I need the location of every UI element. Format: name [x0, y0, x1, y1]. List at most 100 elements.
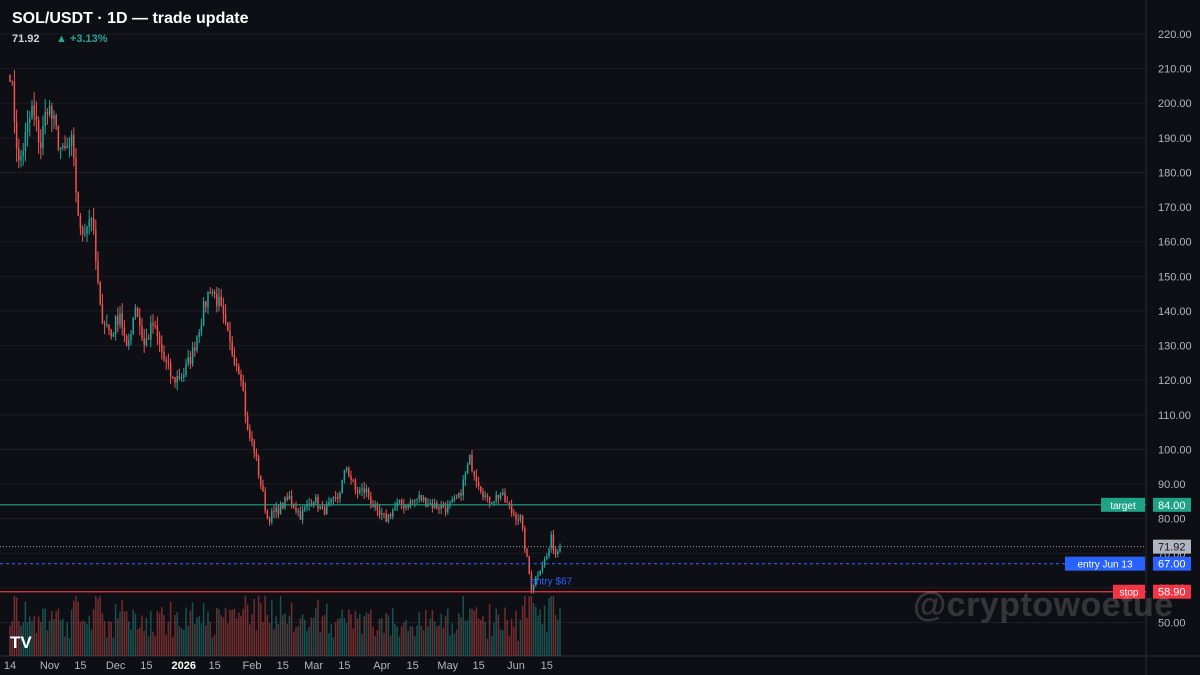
volume-bar	[348, 609, 350, 656]
volume-bar	[418, 612, 420, 656]
volume-bars	[9, 596, 561, 656]
time-axis[interactable]: 14 Nov 15 Dec 15 2026 15 Feb 15 Mar 15 Apr 15 May 15 Ju…	[4, 660, 553, 672]
volume-bar	[326, 603, 328, 656]
time-tick-label: 15	[338, 660, 350, 672]
candle-body	[62, 145, 64, 148]
volume-bar	[211, 637, 214, 656]
volume-bar	[451, 623, 453, 656]
candle-body	[359, 489, 361, 493]
candle-body	[229, 330, 231, 342]
volume-bar	[328, 633, 330, 656]
candle-body	[266, 511, 269, 519]
candle-body	[433, 502, 436, 508]
candle-body	[499, 494, 502, 499]
price-tick-label: 130.00	[1158, 341, 1192, 353]
time-tick-label: Mar	[304, 660, 323, 672]
volume-bar	[235, 618, 238, 656]
volume-bar	[407, 630, 409, 656]
candle-body	[183, 374, 185, 378]
candle-body	[277, 507, 280, 515]
volume-bar	[469, 608, 471, 656]
candle-body	[233, 354, 236, 365]
candle-body	[418, 495, 420, 499]
candle-body	[308, 503, 310, 505]
candle-body	[216, 293, 218, 307]
volume-bar	[73, 600, 75, 656]
volume-bar	[422, 630, 425, 656]
volume-bar	[554, 614, 557, 656]
candle-body	[103, 323, 106, 325]
volume-bar	[279, 596, 282, 656]
candle-body	[403, 505, 405, 509]
volume-bar	[200, 623, 203, 656]
candle-body	[297, 511, 299, 513]
volume-bar	[460, 617, 462, 656]
candle-body	[178, 376, 181, 379]
volume-bar	[114, 604, 117, 656]
volume-bar	[378, 618, 381, 656]
candle-body	[381, 513, 383, 515]
time-tick-label: 15	[541, 660, 553, 672]
candle-body	[169, 363, 172, 377]
candle-body	[147, 338, 150, 340]
volume-bar	[220, 615, 222, 656]
candle-body	[121, 313, 123, 328]
candle-body	[284, 497, 286, 509]
volume-bar	[517, 640, 519, 656]
volume-bar	[519, 619, 522, 656]
time-tick-label: Jun	[507, 660, 525, 672]
volume-bar	[264, 596, 266, 656]
volume-bar	[546, 632, 548, 656]
candle-body	[528, 556, 530, 575]
volume-bar	[482, 616, 484, 656]
candle-body	[249, 428, 251, 439]
volume-bar	[436, 626, 438, 656]
volume-bar	[539, 609, 541, 656]
candle-body	[409, 500, 412, 508]
volume-bar	[57, 608, 60, 656]
time-tick-label: 15	[472, 660, 484, 672]
volume-bar	[394, 623, 396, 656]
candle-body	[68, 145, 71, 147]
candle-body	[220, 296, 222, 306]
candle-body	[253, 441, 255, 453]
candle-body	[372, 503, 374, 508]
candle-body	[194, 347, 196, 351]
volume-bar	[88, 615, 90, 656]
candle-body	[407, 505, 409, 508]
volume-bar	[172, 636, 174, 656]
candle-body	[64, 145, 66, 149]
target-tag-label: target	[1110, 501, 1136, 512]
volume-bar	[343, 618, 346, 656]
volume-bar	[532, 602, 535, 656]
candle-body	[20, 155, 22, 161]
volume-bar	[180, 628, 183, 656]
candle-body	[422, 497, 425, 501]
candle-body	[150, 323, 152, 340]
volume-bar	[552, 596, 555, 656]
candle-body	[187, 357, 189, 364]
candle-body	[119, 313, 121, 325]
volume-bar	[213, 635, 216, 656]
candle-body	[323, 507, 326, 515]
volume-bar	[119, 611, 121, 656]
volume-bar	[541, 623, 544, 656]
candle-body	[444, 508, 447, 513]
candle-body	[33, 105, 35, 116]
volume-bar	[108, 621, 110, 656]
price-tick-label: 80.00	[1158, 514, 1186, 526]
candle-body	[218, 296, 220, 307]
candle-body	[99, 282, 101, 305]
candle-body	[361, 488, 363, 490]
candle-body	[337, 497, 339, 499]
price-axis[interactable]: 50.0060.0070.0080.0090.00100.00110.00120…	[1153, 29, 1192, 630]
entry-tag-label: entry Jun 13	[1077, 560, 1132, 571]
time-tick-label: May	[437, 660, 458, 672]
trade-levels: target entry Jun 13 stop entry $67	[0, 497, 1146, 599]
volume-bar	[37, 616, 40, 656]
candle-body	[315, 496, 317, 503]
candle-body	[132, 317, 134, 334]
price-tick-label: 110.00	[1158, 410, 1191, 422]
